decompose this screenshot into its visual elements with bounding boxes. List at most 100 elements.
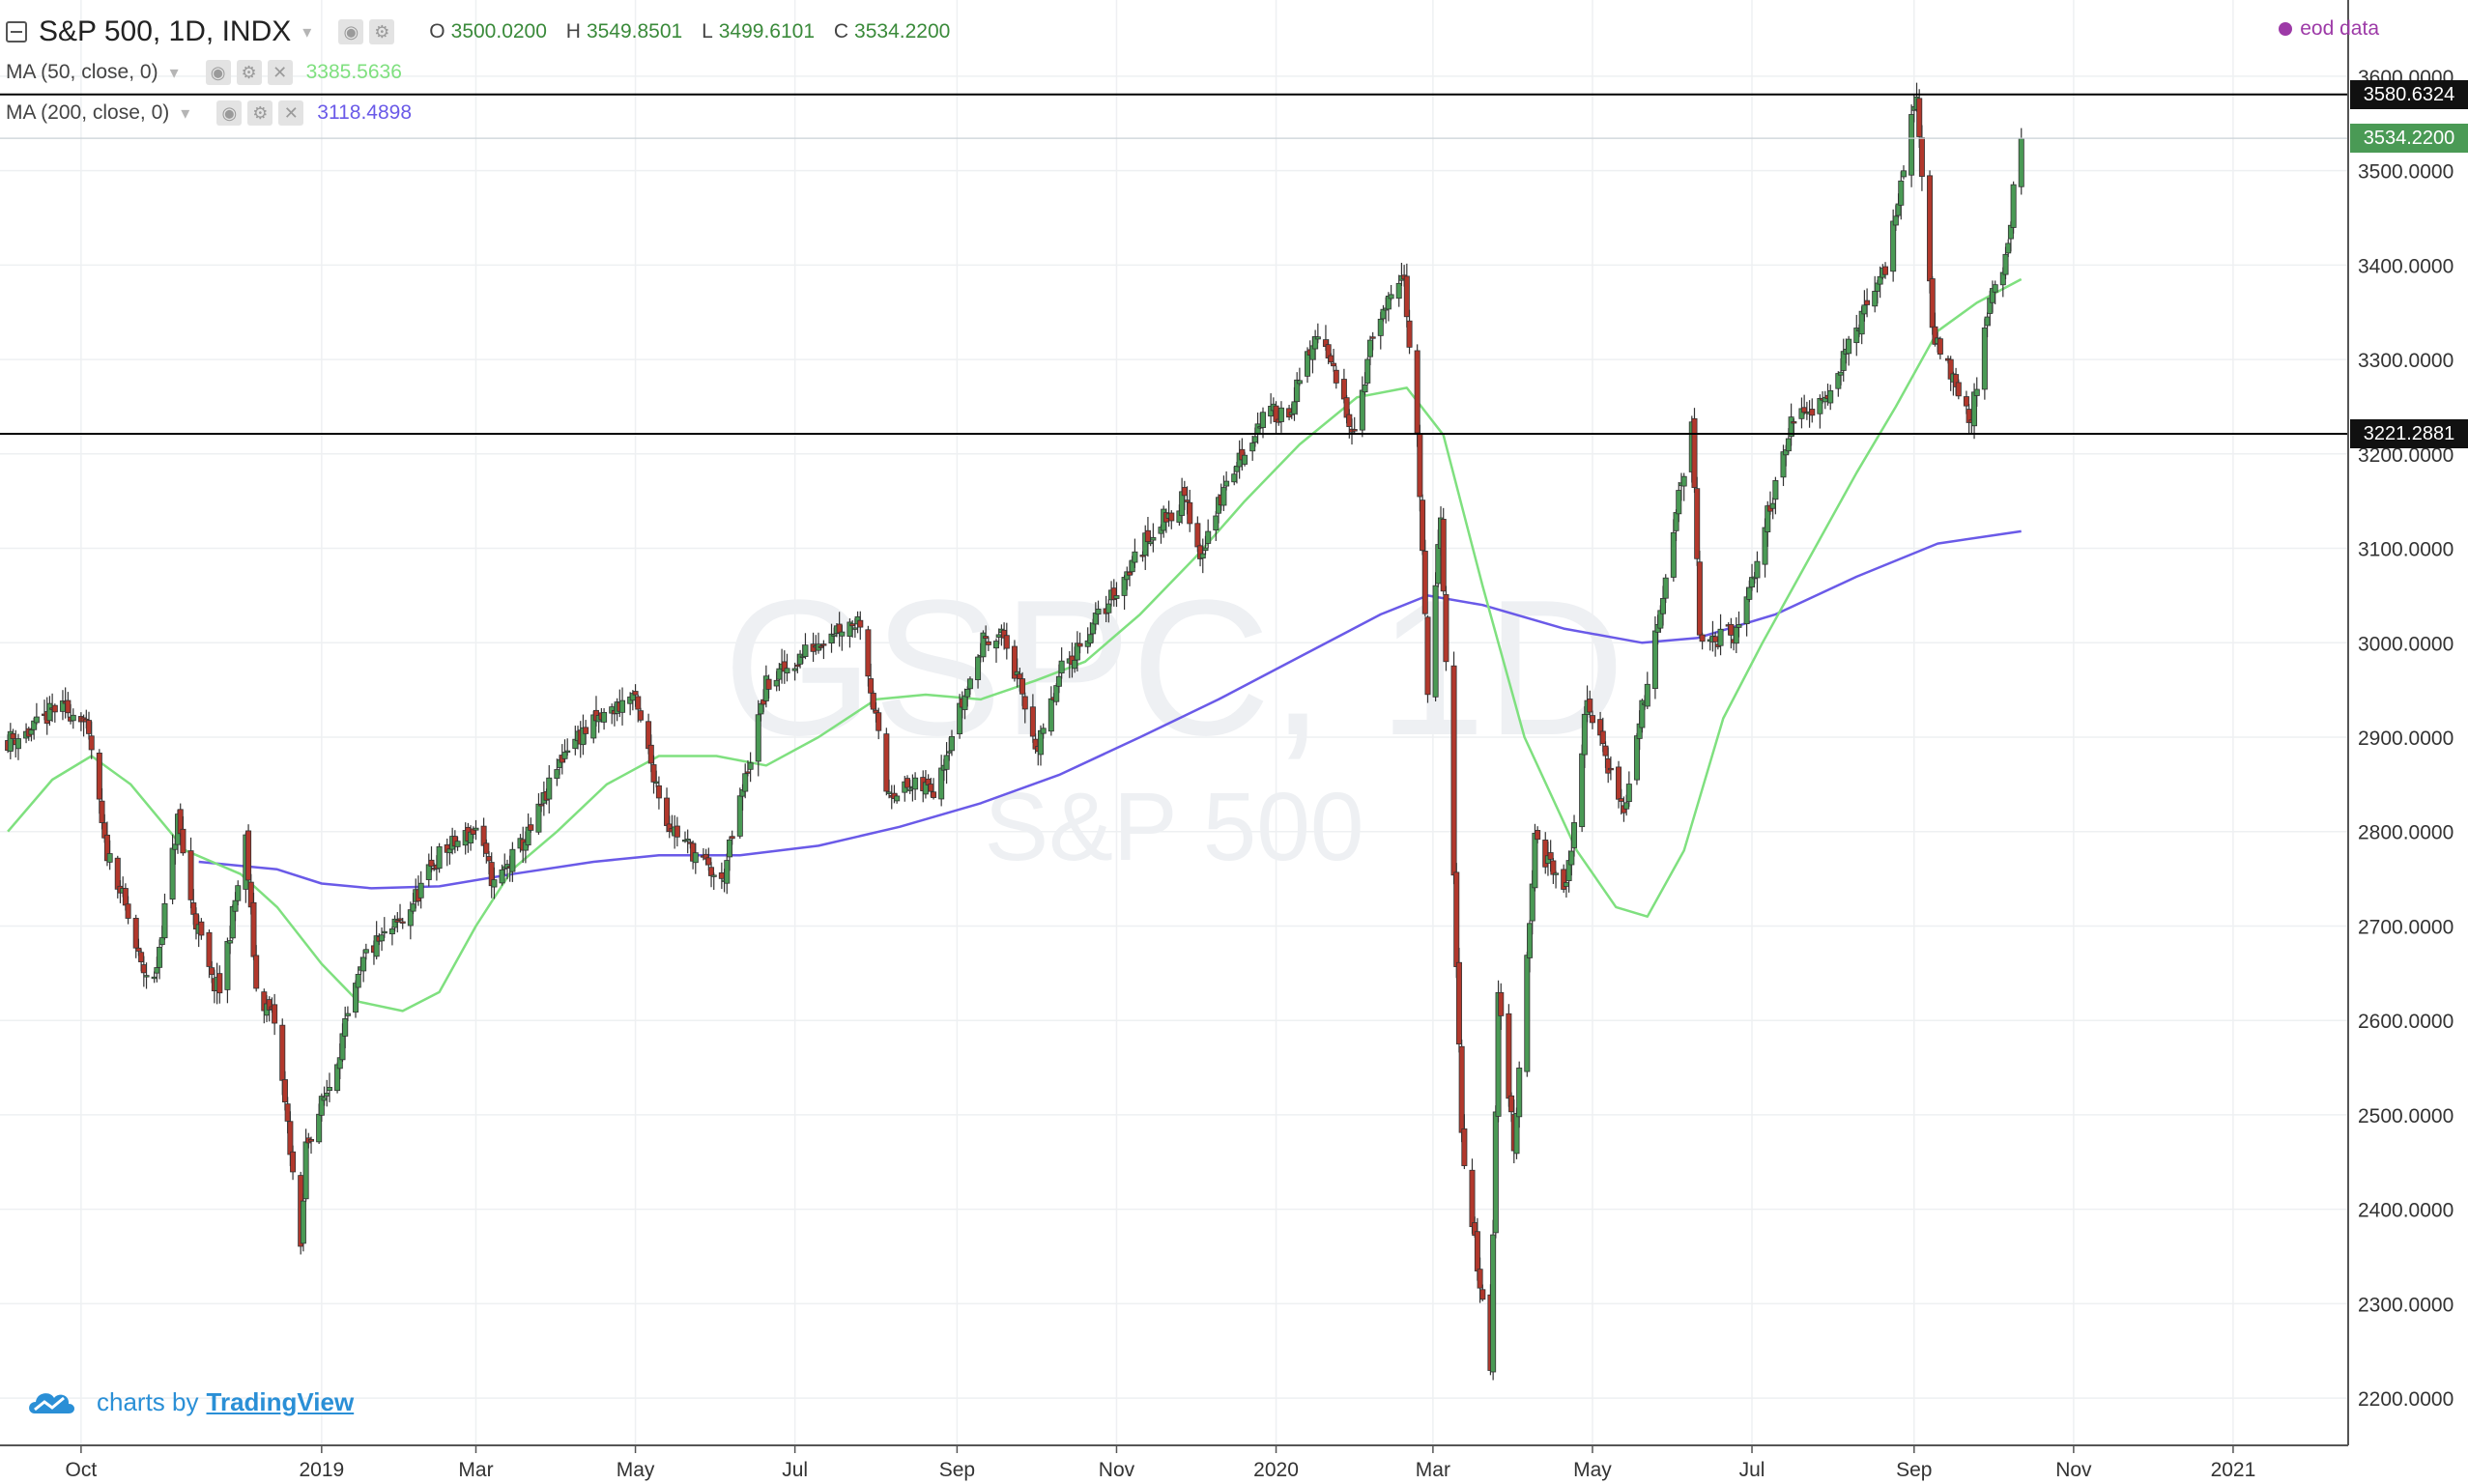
candle[interactable] <box>726 836 732 871</box>
candle[interactable] <box>1242 451 1248 467</box>
chevron-down-icon[interactable]: ▾ <box>181 102 190 123</box>
candle[interactable] <box>86 711 93 740</box>
candle[interactable] <box>1443 585 1449 671</box>
candle[interactable] <box>1421 539 1428 616</box>
candle[interactable] <box>1822 390 1828 410</box>
candle[interactable] <box>1040 723 1047 739</box>
candle[interactable] <box>1579 744 1586 833</box>
candle[interactable] <box>1029 694 1036 743</box>
candle[interactable] <box>1273 401 1279 434</box>
candle[interactable] <box>132 914 139 958</box>
candle[interactable] <box>681 831 688 843</box>
candle[interactable] <box>747 752 754 783</box>
candle[interactable] <box>1872 275 1879 313</box>
candle[interactable] <box>1277 401 1284 433</box>
candle[interactable] <box>784 653 790 682</box>
candle[interactable] <box>1168 510 1175 529</box>
candle[interactable] <box>33 702 40 726</box>
candle[interactable] <box>1406 309 1413 355</box>
candle[interactable] <box>1680 472 1687 501</box>
candle[interactable] <box>894 793 901 804</box>
candle[interactable] <box>290 1145 297 1181</box>
candle[interactable] <box>637 707 644 723</box>
candle[interactable] <box>1414 344 1421 447</box>
candle[interactable] <box>1223 471 1230 491</box>
candle[interactable] <box>1542 832 1549 874</box>
candle[interactable] <box>106 840 113 870</box>
candle[interactable] <box>1314 323 1321 344</box>
candle[interactable] <box>1458 1039 1465 1143</box>
candle[interactable] <box>300 1193 306 1252</box>
chevron-down-icon[interactable]: ▾ <box>302 21 312 42</box>
candle[interactable] <box>216 965 223 1004</box>
candle[interactable] <box>235 880 242 905</box>
candle[interactable] <box>157 939 163 980</box>
candle[interactable] <box>1398 263 1405 287</box>
candle[interactable] <box>1898 171 1905 220</box>
eye-icon[interactable]: ◉ <box>205 60 231 85</box>
candle[interactable] <box>655 776 662 810</box>
candle[interactable] <box>272 993 278 1036</box>
candle[interactable] <box>454 837 461 851</box>
candle[interactable] <box>1333 365 1339 389</box>
candle[interactable] <box>966 676 973 695</box>
candle[interactable] <box>1403 263 1410 328</box>
candle[interactable] <box>1587 690 1593 718</box>
candle[interactable] <box>388 927 395 946</box>
candle[interactable] <box>1417 424 1423 512</box>
candle[interactable] <box>1882 262 1889 279</box>
candle[interactable] <box>1846 335 1852 366</box>
candle[interactable] <box>379 927 386 952</box>
candle[interactable] <box>2010 181 2017 234</box>
candle[interactable] <box>59 690 66 721</box>
candle[interactable] <box>948 729 955 756</box>
candle[interactable] <box>473 819 479 841</box>
candle[interactable] <box>1095 600 1102 625</box>
ma50-label[interactable]: MA (50, close, 0) <box>6 61 158 83</box>
candle[interactable] <box>1369 331 1376 351</box>
candle[interactable] <box>692 842 699 874</box>
data-source[interactable]: eod data <box>2279 17 2379 41</box>
candle[interactable] <box>931 778 937 800</box>
candle[interactable] <box>362 943 369 960</box>
candle[interactable] <box>1479 1284 1486 1301</box>
candle[interactable] <box>250 892 257 960</box>
candle[interactable] <box>883 728 890 796</box>
candle[interactable] <box>509 842 516 882</box>
candle[interactable] <box>1440 507 1447 595</box>
ma200-label[interactable]: MA (200, close, 0) <box>6 101 170 124</box>
candle[interactable] <box>802 633 809 660</box>
candle[interactable] <box>1571 814 1578 857</box>
candle[interactable] <box>1105 599 1112 623</box>
candle[interactable] <box>1132 538 1138 568</box>
candle[interactable] <box>1113 582 1120 608</box>
candle[interactable] <box>1550 857 1557 884</box>
candle[interactable] <box>1929 275 1936 335</box>
candle[interactable] <box>344 1006 351 1022</box>
candle[interactable] <box>1699 632 1706 650</box>
gear-icon[interactable]: ⚙ <box>369 19 395 44</box>
candle[interactable] <box>1966 404 1972 435</box>
candle[interactable] <box>70 708 76 729</box>
gear-icon[interactable]: ⚙ <box>247 100 273 126</box>
candle[interactable] <box>360 950 367 983</box>
candle[interactable] <box>1717 614 1724 656</box>
candle[interactable] <box>1388 284 1394 301</box>
candle[interactable] <box>1853 314 1860 357</box>
candle[interactable] <box>381 917 387 938</box>
candle[interactable] <box>1981 318 1988 400</box>
candle[interactable] <box>1694 476 1701 566</box>
candle[interactable] <box>161 893 168 940</box>
candle[interactable] <box>1633 732 1640 785</box>
candle[interactable] <box>601 708 608 730</box>
candles[interactable] <box>5 82 2024 1381</box>
candle[interactable] <box>1296 367 1303 386</box>
candle[interactable] <box>1380 304 1387 322</box>
candle[interactable] <box>143 962 150 989</box>
candle[interactable] <box>708 862 715 888</box>
candle[interactable] <box>875 707 882 740</box>
candle[interactable] <box>1187 489 1193 532</box>
candle[interactable] <box>65 692 72 718</box>
candle[interactable] <box>904 775 910 790</box>
